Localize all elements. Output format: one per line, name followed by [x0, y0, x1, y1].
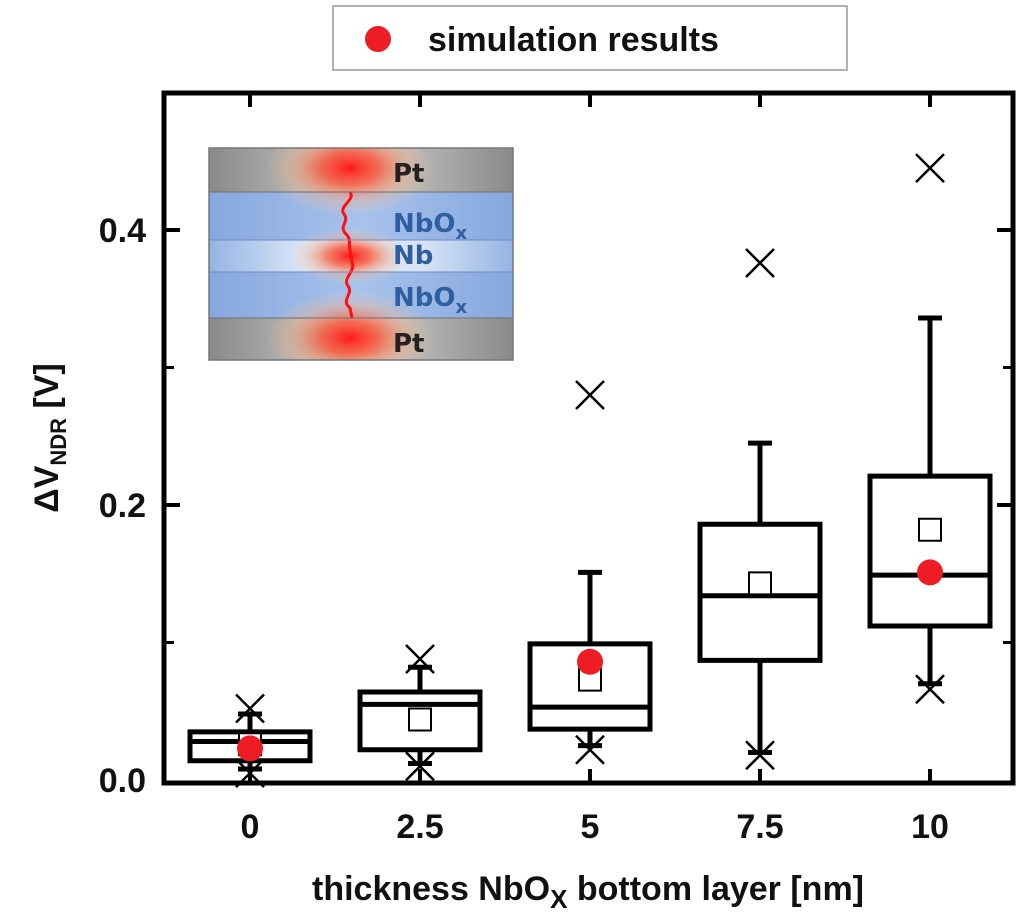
legend: simulation results	[332, 5, 848, 71]
inset-frame	[208, 147, 514, 361]
y-axis-label-tail: [V]	[28, 363, 66, 418]
box-group	[527, 380, 653, 765]
simulation-point	[237, 735, 263, 762]
x-tick-label: 7.5	[736, 808, 783, 846]
inset-layer-label-main: NbO	[393, 283, 455, 313]
x-axis-label-tail: bottom layer [nm]	[567, 870, 864, 908]
y-tick-label: 0.4	[99, 212, 146, 250]
inset-layer-label-main: NbO	[393, 209, 455, 239]
x-tick-label: 2.5	[396, 808, 443, 846]
x-tick-labels: 0 2.5 5 7.5 10	[241, 808, 949, 846]
legend-label: simulation results	[428, 21, 719, 59]
outlier-low-marker	[235, 758, 265, 789]
y-axis-label: ΔVNDR [V]	[28, 363, 71, 513]
inset-layer-label: NbOx	[393, 209, 467, 244]
inset-heat-bottom	[265, 290, 435, 360]
inset-layer-label-main: Nb	[393, 241, 433, 271]
outlier-high-marker	[915, 153, 945, 184]
inset-layer-label: Pt	[393, 159, 424, 189]
outlier-low-marker	[405, 751, 435, 782]
outlier-low-marker	[575, 734, 605, 765]
inset-layer-label-sub: x	[455, 297, 467, 318]
box-mean-marker	[918, 517, 942, 542]
box-group	[697, 248, 823, 771]
inset-layer-label: Nb	[393, 241, 433, 271]
outlier-low-marker	[745, 740, 775, 771]
inset-layer-label: Pt	[393, 329, 424, 359]
legend-marker	[365, 26, 391, 52]
box-iqr	[527, 641, 653, 732]
inset-layer-label: NbOx	[393, 283, 467, 318]
box-mean-marker	[408, 707, 432, 732]
x-axis-label-main: thickness NbO	[312, 870, 550, 908]
box-iqr	[867, 473, 993, 629]
inset-filament	[341, 191, 355, 319]
x-axis-label-sub: X	[550, 884, 568, 914]
inset-layer-label-main: Pt	[393, 329, 424, 359]
inset-layer-label-main: Pt	[393, 159, 424, 189]
inset-heat-top	[265, 148, 435, 216]
legend-frame	[332, 5, 848, 71]
box-group	[867, 153, 993, 705]
inset-layer-label-sub: x	[455, 223, 467, 244]
y-axis-label-main: ΔV	[28, 465, 66, 512]
outlier-low-marker	[915, 674, 945, 705]
axis-ticks	[164, 93, 1013, 783]
x-tick-label: 5	[581, 808, 600, 846]
x-tick-label: 10	[911, 808, 949, 846]
y-tick-labels: 0.0 0.2 0.4	[99, 212, 146, 800]
simulation-point	[577, 648, 603, 675]
y-axis-label-sub: NDR	[46, 418, 71, 466]
box-mean-marker	[748, 571, 772, 596]
outlier-high-marker	[745, 248, 775, 278]
outlier-high-marker	[575, 380, 605, 410]
outlier-high-marker	[235, 693, 265, 724]
x-axis-label: thickness NbOX bottom layer [nm]	[312, 870, 864, 914]
x-tick-label: 0	[241, 808, 260, 846]
y-tick-label: 0.0	[99, 762, 146, 800]
box-iqr	[357, 689, 483, 753]
y-tick-label: 0.2	[99, 487, 146, 525]
box-iqr	[697, 521, 823, 663]
simulation-point	[917, 559, 943, 586]
simulation-points	[237, 559, 943, 762]
box-group	[357, 644, 483, 782]
outlier-high-marker	[405, 644, 435, 674]
